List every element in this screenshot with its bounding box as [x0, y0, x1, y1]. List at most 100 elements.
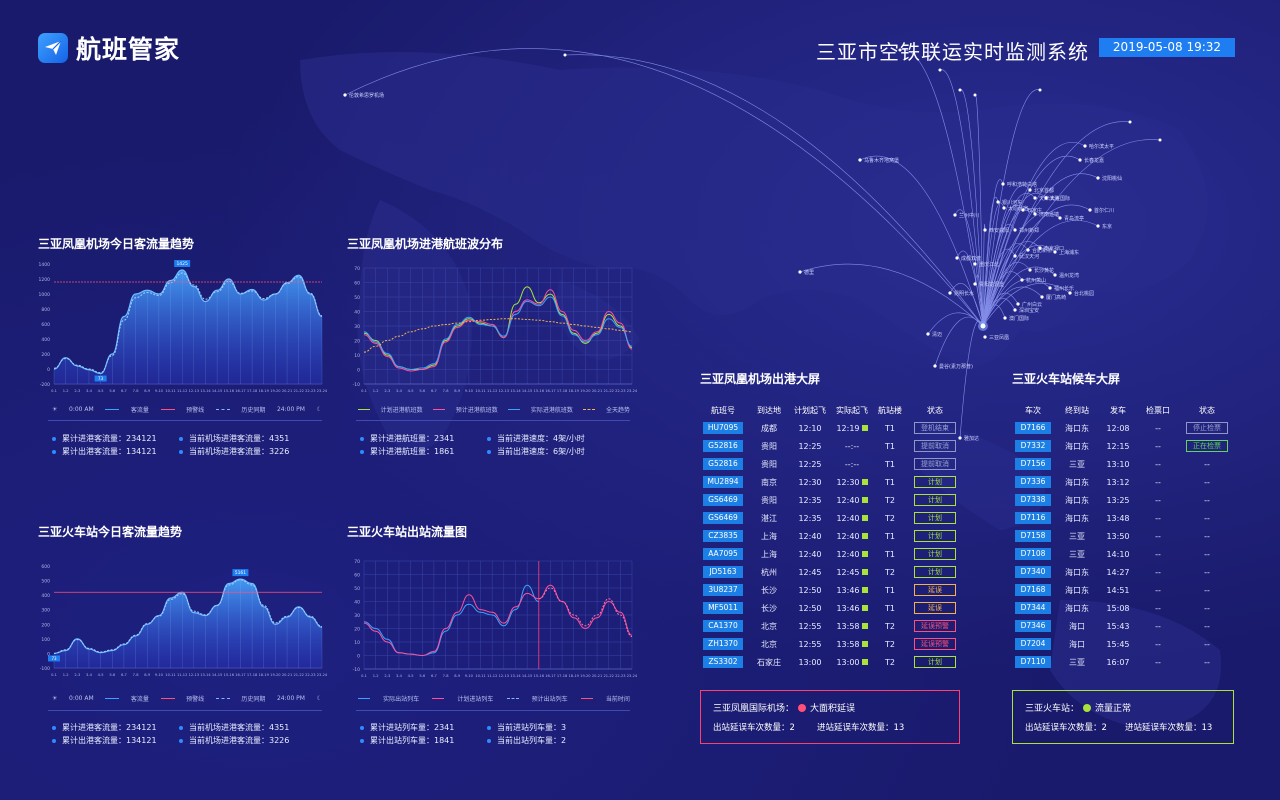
table-row[interactable]: D7346 海口 15:43 -- --: [1010, 617, 1236, 635]
alert-value: 13: [1201, 723, 1213, 733]
table-row[interactable]: G52816 贵阳 12:25 --:-- T1 提前取消: [698, 455, 964, 473]
status-badge: 停止检票: [1186, 422, 1228, 434]
table-row[interactable]: MU2894 南京 12:30 12:30 T1 计划: [698, 473, 964, 491]
table-row[interactable]: 3U8237 长沙 12:50 13:46 T1 延误: [698, 581, 964, 599]
cell-gate: --: [1155, 585, 1161, 595]
city-label: 青岛流亭: [1064, 215, 1084, 222]
cell-plan: 12:55: [798, 621, 822, 631]
table-row[interactable]: D7158 三亚 13:50 -- --: [1010, 527, 1236, 545]
status-text: --: [1204, 459, 1210, 469]
airport-wave-chart[interactable]: 70 60 50 40 30 20 10 0 -100-1 1-2 2-3 3-4 4-5 5-6 6-7 7…: [340, 262, 640, 398]
city-dot: [953, 213, 957, 217]
train-flow-chart[interactable]: 600 500 400 300 200 100 0 -1000-1 1-2 2-3 3-4 4-5 5-…: [30, 560, 330, 682]
table-row[interactable]: D7336 海口东 13:12 -- --: [1010, 473, 1236, 491]
table-row[interactable]: JD5163 杭州 12:45 12:45 T2 计划: [698, 563, 964, 581]
table-row[interactable]: HU7095 成都 12:10 12:19 T1 登机结束: [698, 419, 964, 437]
city-dot: [973, 262, 977, 266]
x-tick-label: 13-14: [200, 389, 211, 393]
cell-plan: 12:35: [798, 495, 822, 505]
city-dot: [1044, 196, 1048, 200]
cell-actual: 12:40: [830, 491, 874, 509]
flight-route: [799, 263, 984, 327]
status-text: --: [1204, 603, 1210, 613]
cell-time: 13:12: [1106, 477, 1130, 487]
x-tick-label: 1-2: [63, 673, 69, 677]
x-tick-label: 23-24: [627, 389, 638, 393]
y-tick-label: 10: [354, 353, 360, 359]
col-header: 车次: [1025, 405, 1041, 415]
city-dot: [1003, 316, 1007, 320]
y-tick-label: 60: [354, 573, 360, 579]
table-row[interactable]: ZH1370 北京 12:55 13:58 T2 延误预警: [698, 635, 964, 653]
alert-label: 出站延误车次数量：: [1025, 723, 1102, 733]
table-row[interactable]: MF5011 长沙 12:50 13:46 T1 延误: [698, 599, 964, 617]
flight-route: [974, 94, 984, 327]
train-out-stats: 累计进站列车量： 2341 当前进站列车量： 3 累计出站列车量： 1841 当前出站列车…: [360, 721, 614, 747]
status-dot: [798, 703, 807, 712]
table-row[interactable]: G52816 贵阳 12:25 --:-- T1 提前取消: [698, 437, 964, 455]
y-tick-label: 500: [41, 579, 50, 585]
table-row[interactable]: D7110 三亚 16:07 -- --: [1010, 653, 1236, 671]
cell-time: 13:48: [1106, 513, 1130, 523]
status-text: --: [1204, 657, 1210, 667]
app-logo[interactable]: 航班管家: [38, 30, 180, 66]
table-row[interactable]: D7340 海口东 14:27 -- --: [1010, 563, 1236, 581]
x-tick-label: 18-19: [259, 389, 270, 393]
city-label: 贵阳龙洞堡: [979, 281, 1004, 288]
x-tick-label: 2-3: [384, 389, 390, 393]
table-row[interactable]: D7108 三亚 14:10 -- --: [1010, 545, 1236, 563]
train-alert-box[interactable]: 三亚火车站： 流量正常 出站延误车次数量：2 进站延误车次数量：13: [1012, 690, 1234, 744]
table-row[interactable]: D7344 海口东 15:08 -- --: [1010, 599, 1236, 617]
table-row[interactable]: D7116 海口东 13:48 -- --: [1010, 509, 1236, 527]
cell-time: 13:25: [1106, 495, 1130, 505]
legend-start: 0:00 AM: [69, 695, 94, 702]
table-row[interactable]: D7338 海口东 13:25 -- --: [1010, 491, 1236, 509]
cell-dest: 海口东: [1065, 441, 1089, 451]
city-label: 澳门国际: [1009, 315, 1029, 322]
table-row[interactable]: CA1370 北京 12:55 13:58 T2 延误预警: [698, 617, 964, 635]
x-tick-label: 14-15: [522, 389, 532, 393]
x-tick-label: 6-7: [431, 389, 437, 393]
x-tick-label: 2-3: [74, 389, 80, 393]
cell-actual: 12:40: [830, 545, 874, 563]
airport-wave-legend: 计划进港航班数 预计进港航班数 实际进港航班数 全天趋势: [358, 405, 630, 414]
status-square-icon: [861, 623, 868, 629]
flight-code: ZH1370: [703, 638, 743, 650]
col-header: 实际起飞: [836, 405, 868, 415]
status-badge: 延误预警: [914, 638, 956, 650]
table-row[interactable]: CZ3835 上海 12:40 12:40 T1 计划: [698, 527, 964, 545]
x-tick-label: 20-21: [282, 389, 292, 393]
city-label: 重庆江北: [979, 261, 999, 268]
train-out-chart[interactable]: 70 60 50 40 30 20 10 0 -100-1 1-2 2-3 3-4 4-5 5-6 6-7 7…: [340, 555, 640, 683]
moon-icon: ☾: [316, 406, 322, 413]
city-label: 东京: [1102, 223, 1112, 230]
city-dot: [1038, 246, 1042, 250]
table-row[interactable]: D7166 海口东 12:08 -- 停止检票: [1010, 419, 1236, 437]
table-row[interactable]: D7204 海口 15:45 -- --: [1010, 635, 1236, 653]
table-row[interactable]: GS6469 湛江 12:35 12:40 T2 计划: [698, 509, 964, 527]
table-row[interactable]: ZS3302 石家庄 13:00 13:00 T2 计划: [698, 653, 964, 671]
cell-gate: --: [1155, 459, 1161, 469]
flight-route: [982, 249, 1016, 327]
cell-actual: --:--: [844, 441, 860, 451]
low-label: 73: [98, 376, 104, 381]
cell-terminal: T2: [885, 567, 895, 577]
low-label: 73: [51, 656, 57, 661]
flight-code: HU7095: [703, 422, 743, 434]
flight-code: MF5011: [703, 602, 743, 614]
table-row[interactable]: AA7095 上海 12:40 12:40 T1 计划: [698, 545, 964, 563]
x-tick-label: 5-6: [419, 389, 426, 393]
flight-route: [344, 48, 984, 327]
table-row[interactable]: D7168 海口东 14:51 -- --: [1010, 581, 1236, 599]
status-square-icon: [861, 515, 868, 521]
airport-alert-box[interactable]: 三亚凤凰国际机场： 大面积延误 出站延误车次数量：2 进站延误车次数量：13: [700, 690, 960, 744]
flight-code: GS6469: [703, 494, 743, 506]
city-dot: [1048, 286, 1052, 290]
table-row[interactable]: GS6469 贵阳 12:35 12:40 T2 计划: [698, 491, 964, 509]
table-row[interactable]: D7156 三亚 13:10 -- --: [1010, 455, 1236, 473]
table-row[interactable]: D7332 海口东 12:15 -- 正在检票: [1010, 437, 1236, 455]
train-code: D7166: [1015, 422, 1051, 434]
alert-name: 三亚凤凰国际机场：: [713, 704, 795, 714]
